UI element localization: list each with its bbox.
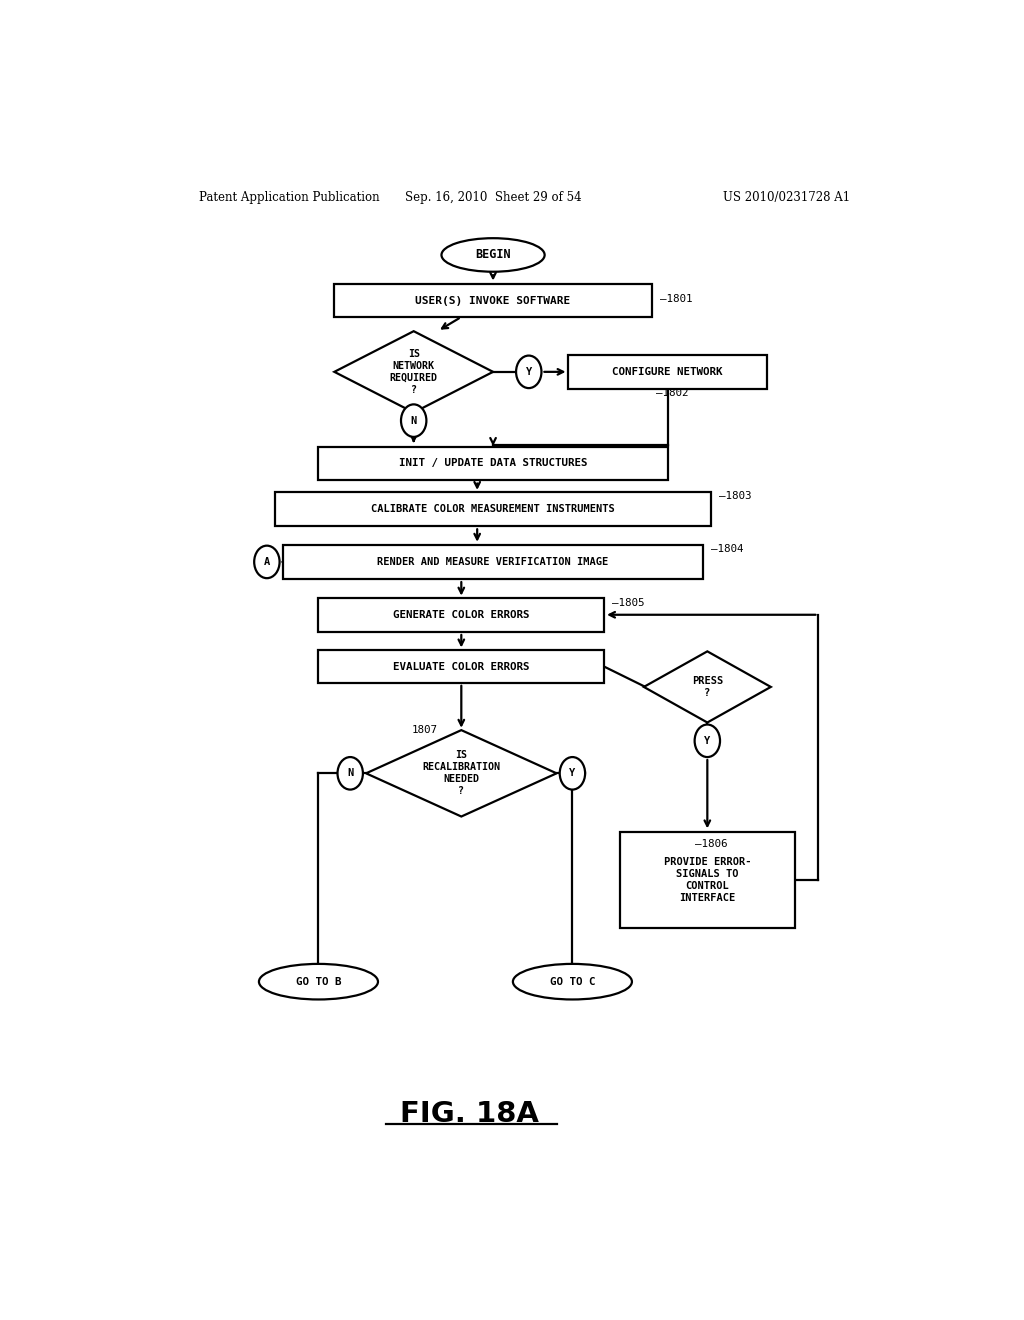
FancyBboxPatch shape xyxy=(620,832,795,928)
Text: N: N xyxy=(411,416,417,425)
Circle shape xyxy=(254,545,280,578)
Text: Patent Application Publication: Patent Application Publication xyxy=(200,190,380,203)
Ellipse shape xyxy=(513,964,632,999)
FancyBboxPatch shape xyxy=(318,598,604,631)
Text: IS
NETWORK
REQUIRED
?: IS NETWORK REQUIRED ? xyxy=(390,348,437,395)
Text: PRESS
?: PRESS ? xyxy=(691,676,723,698)
FancyBboxPatch shape xyxy=(568,355,767,388)
Circle shape xyxy=(560,758,585,789)
FancyBboxPatch shape xyxy=(318,446,668,480)
Text: —1804: —1804 xyxy=(712,544,743,553)
Text: PROVIDE ERROR-
SIGNALS TO
CONTROL
INTERFACE: PROVIDE ERROR- SIGNALS TO CONTROL INTERF… xyxy=(664,857,751,903)
Text: BEGIN: BEGIN xyxy=(475,248,511,261)
Text: N: N xyxy=(347,768,353,779)
Ellipse shape xyxy=(441,238,545,272)
Text: GENERATE COLOR ERRORS: GENERATE COLOR ERRORS xyxy=(393,610,529,620)
Text: RENDER AND MEASURE VERIFICATION IMAGE: RENDER AND MEASURE VERIFICATION IMAGE xyxy=(378,557,608,566)
Ellipse shape xyxy=(259,964,378,999)
Text: USER(S) INVOKE SOFTWARE: USER(S) INVOKE SOFTWARE xyxy=(416,296,570,306)
Text: A: A xyxy=(264,557,270,566)
Text: FIG. 18A: FIG. 18A xyxy=(399,1100,539,1127)
Circle shape xyxy=(694,725,720,758)
Text: CALIBRATE COLOR MEASUREMENT INSTRUMENTS: CALIBRATE COLOR MEASUREMENT INSTRUMENTS xyxy=(371,504,615,513)
FancyBboxPatch shape xyxy=(334,284,652,318)
FancyBboxPatch shape xyxy=(274,492,712,525)
Polygon shape xyxy=(334,331,494,412)
Polygon shape xyxy=(644,651,771,722)
Text: Y: Y xyxy=(705,735,711,746)
Polygon shape xyxy=(367,730,557,817)
Text: Sep. 16, 2010  Sheet 29 of 54: Sep. 16, 2010 Sheet 29 of 54 xyxy=(404,190,582,203)
Text: —1801: —1801 xyxy=(659,293,692,304)
Text: —1805: —1805 xyxy=(612,598,644,607)
Text: —1802: —1802 xyxy=(655,388,688,399)
Text: —1803: —1803 xyxy=(719,491,752,500)
Text: CONFIGURE NETWORK: CONFIGURE NETWORK xyxy=(612,367,723,376)
Text: 1807: 1807 xyxy=(412,725,438,735)
FancyBboxPatch shape xyxy=(283,545,703,578)
Circle shape xyxy=(516,355,542,388)
FancyBboxPatch shape xyxy=(318,649,604,684)
Text: EVALUATE COLOR ERRORS: EVALUATE COLOR ERRORS xyxy=(393,661,529,672)
Text: IS
RECALIBRATION
NEEDED
?: IS RECALIBRATION NEEDED ? xyxy=(422,750,501,796)
Text: Y: Y xyxy=(569,768,575,779)
Text: GO TO C: GO TO C xyxy=(550,977,595,986)
Text: —1806: —1806 xyxy=(695,840,728,850)
Text: Y: Y xyxy=(525,367,531,376)
Circle shape xyxy=(338,758,362,789)
Circle shape xyxy=(401,404,426,437)
Text: US 2010/0231728 A1: US 2010/0231728 A1 xyxy=(723,190,850,203)
Text: GO TO B: GO TO B xyxy=(296,977,341,986)
Text: INIT / UPDATE DATA STRUCTURES: INIT / UPDATE DATA STRUCTURES xyxy=(398,458,588,469)
